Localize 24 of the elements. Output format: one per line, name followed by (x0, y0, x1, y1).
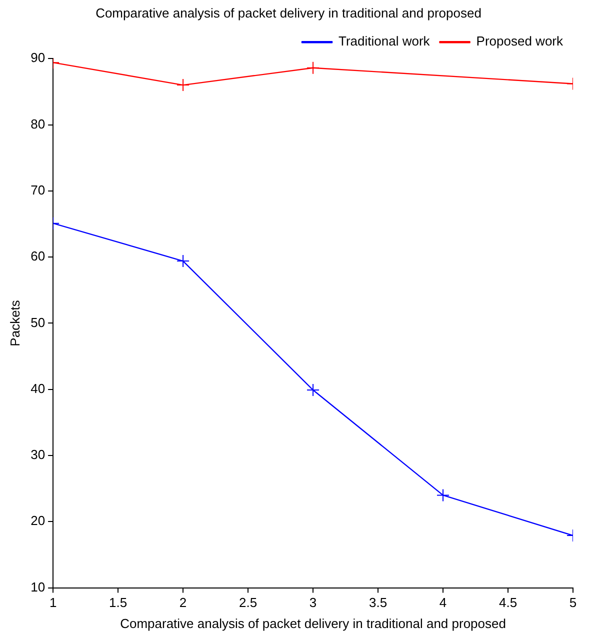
x-tick-label: 4 (439, 595, 447, 610)
y-axis-title: Packets (7, 300, 22, 346)
legend-label: Traditional work (338, 34, 430, 49)
x-tick-label: 5 (569, 595, 577, 610)
y-tick-label: 10 (30, 579, 46, 594)
x-tick-label: 1 (49, 595, 57, 610)
x-axis-title: Comparative analysis of packet delivery in traditional and proposed (120, 616, 506, 631)
y-tick-label: 90 (30, 50, 46, 66)
y-tick-label: 20 (30, 513, 46, 528)
y-tick-label: 60 (30, 248, 46, 264)
x-tick-label: 2.5 (239, 595, 258, 610)
x-tick-label: 3 (309, 595, 317, 610)
chart-title: Comparative analysis of packet delivery in traditional and proposed (96, 5, 482, 20)
x-tick-label: 4.5 (498, 595, 518, 610)
point (306, 384, 320, 397)
y-tick-label: 50 (30, 314, 46, 330)
x-tick-label: 1.5 (109, 595, 128, 610)
y-tick-label: 70 (30, 182, 46, 198)
x-tick-label: 2 (179, 595, 187, 610)
y-tick-label: 30 (30, 447, 46, 462)
y-tick-label: 80 (30, 116, 46, 132)
x-tick-label: 3.5 (368, 595, 388, 610)
legend-label: Proposed work (476, 34, 564, 49)
y-tick-label: 40 (30, 380, 46, 396)
